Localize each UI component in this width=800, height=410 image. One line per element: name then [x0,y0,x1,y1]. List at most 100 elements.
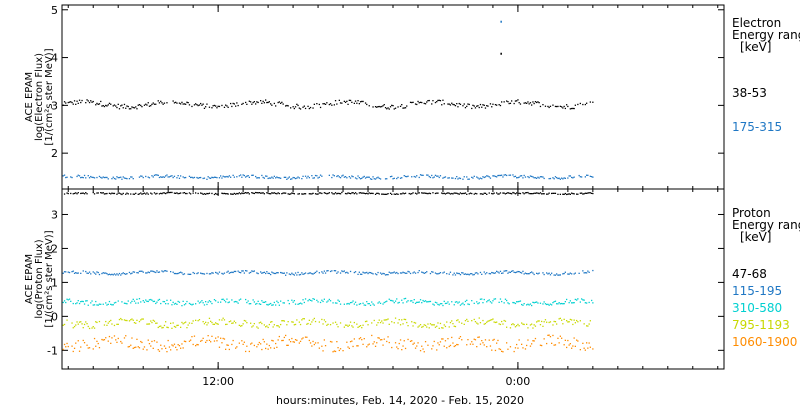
electron-point-175-315 [418,176,420,179]
proton-point-310-580 [115,301,117,304]
electron-point-175-315 [336,175,338,178]
electron-point-38-53 [467,103,469,105]
electron-legend: Electron Energy ranges [keV] [732,16,800,54]
proton-point-47-68 [268,193,270,195]
electron-point-38-53 [393,108,395,110]
proton-point-47-68 [486,193,488,195]
electron-point-175-315 [364,177,367,179]
proton-point-1060-1900 [411,340,413,342]
electron-point-38-53 [364,102,367,104]
electron-point-175-315 [251,174,253,176]
proton-point-115-195 [222,273,224,275]
proton-point-310-580 [582,299,584,301]
proton-point-115-195 [242,270,244,272]
electron-point-175-315 [236,176,238,178]
proton-point-795-1193 [203,323,206,325]
electron-point-38-53 [146,104,148,106]
proton-point-47-68 [334,192,337,194]
proton-point-1060-1900 [569,343,571,345]
proton-point-795-1193 [206,324,208,326]
proton-point-1060-1900 [183,340,186,342]
electron-point-38-53 [135,106,137,108]
proton-point-47-68 [160,192,162,194]
proton-point-1060-1900 [378,337,380,339]
proton-point-115-195 [452,274,454,276]
proton-point-795-1193 [311,321,313,323]
electron-point-175-315 [572,177,574,179]
electron-point-175-315 [538,177,540,179]
electron-point-38-53 [506,100,508,102]
electron-point-38-53 [163,102,166,104]
electron-point-175-315 [252,174,254,176]
proton-point-1060-1900 [192,343,194,346]
proton-point-47-68 [536,192,538,194]
proton-point-115-195 [210,273,212,275]
proton-point-115-195 [564,271,566,273]
proton-point-1060-1900 [471,341,473,343]
proton-point-310-580 [367,303,369,305]
electron-point-38-53 [70,101,72,103]
proton-point-47-68 [190,193,192,195]
proton-point-115-195 [161,270,163,272]
electron-point-38-53 [537,101,539,103]
proton-point-795-1193 [140,319,142,321]
proton-point-115-195 [108,273,111,275]
electron-point-175-315 [561,177,563,179]
proton-point-1060-1900 [77,340,79,342]
proton-point-310-580 [562,303,564,305]
proton-point-795-1193 [486,321,488,323]
proton-point-115-195 [71,271,73,273]
proton-point-310-580 [157,299,159,301]
proton-legend-title-1: Proton [732,206,771,220]
proton-point-115-195 [260,271,262,273]
proton-point-115-195 [115,274,117,276]
proton-point-115-195 [288,273,290,275]
proton-y-tick-label: 2 [51,242,58,255]
proton-point-310-580 [591,299,593,302]
proton-point-47-68 [202,193,204,195]
electron-point-175-315 [200,176,202,179]
proton-point-795-1193 [383,319,385,321]
electron-point-38-53 [421,101,423,104]
proton-point-47-68 [492,193,494,195]
proton-point-795-1193 [241,325,243,327]
proton-point-47-68 [496,192,498,194]
electron-point-38-53 [464,107,467,109]
proton-point-795-1193 [80,321,82,323]
proton-point-795-1193 [539,324,542,326]
proton-point-115-195 [132,271,134,273]
proton-point-115-195 [563,272,565,275]
proton-point-47-68 [108,192,111,194]
proton-point-115-195 [508,271,510,273]
proton-point-1060-1900 [299,340,302,342]
electron-point-175-315 [81,176,83,178]
proton-point-1060-1900 [298,342,300,344]
proton-point-1060-1900 [362,343,364,345]
electron-point-38-53 [514,100,517,102]
proton-point-47-68 [516,192,518,194]
proton-point-310-580 [95,300,97,303]
proton-point-310-580 [356,304,358,306]
proton-point-47-68 [421,192,423,194]
proton-point-47-68 [454,192,457,194]
proton-point-310-580 [353,303,355,305]
electron-point-175-315 [496,176,498,178]
proton-point-310-580 [571,302,573,304]
proton-point-310-580 [90,302,92,304]
proton-point-795-1193 [281,320,283,322]
electron-point-175-315 [245,176,247,178]
proton-point-1060-1900 [120,340,122,343]
proton-point-310-580 [468,303,470,306]
proton-point-310-580 [253,301,255,303]
proton-point-1060-1900 [394,342,397,344]
proton-point-310-580 [255,303,257,305]
proton-point-47-68 [103,193,106,195]
proton-point-795-1193 [479,322,482,324]
proton-point-1060-1900 [329,340,332,343]
proton-point-795-1193 [367,324,369,326]
proton-point-1060-1900 [311,345,313,347]
proton-point-115-195 [246,270,248,272]
proton-point-115-195 [483,271,485,273]
electron-point-38-53 [418,102,420,104]
electron-point-175-315 [196,176,198,179]
